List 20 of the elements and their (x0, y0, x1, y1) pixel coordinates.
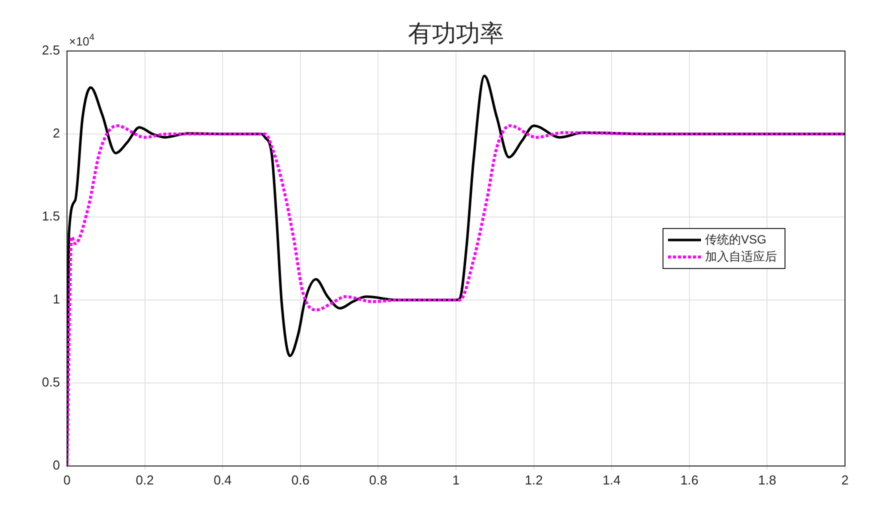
y-tick-label: 2 (52, 126, 60, 141)
x-tick-label: 0.4 (214, 472, 232, 488)
x-tick-label: 1.2 (524, 472, 543, 488)
y-tick-label: 1 (52, 292, 60, 307)
legend-label: 传统的VSG (705, 232, 766, 246)
y-tick-label: 2.5 (42, 42, 60, 58)
y-tick-label: 0.5 (42, 374, 60, 390)
x-tick-label: 1.6 (680, 472, 698, 488)
y-tick-label: 1.5 (42, 208, 60, 224)
y-tick-label: 0 (52, 458, 60, 473)
legend-label: 加入自适应后 (705, 249, 777, 264)
x-tick-label: 0.8 (369, 472, 388, 488)
x-tick-label: 0.2 (136, 472, 154, 488)
x-tick-label: 1.8 (758, 472, 776, 488)
x-tick-label: 2 (841, 472, 849, 488)
x-tick-label: 0 (63, 472, 71, 488)
x-tick-label: 1.4 (602, 472, 621, 488)
chart-title: 有功功率 (408, 20, 504, 48)
x-tick-label: 0.6 (291, 472, 310, 488)
x-tick-label: 1 (452, 472, 460, 488)
